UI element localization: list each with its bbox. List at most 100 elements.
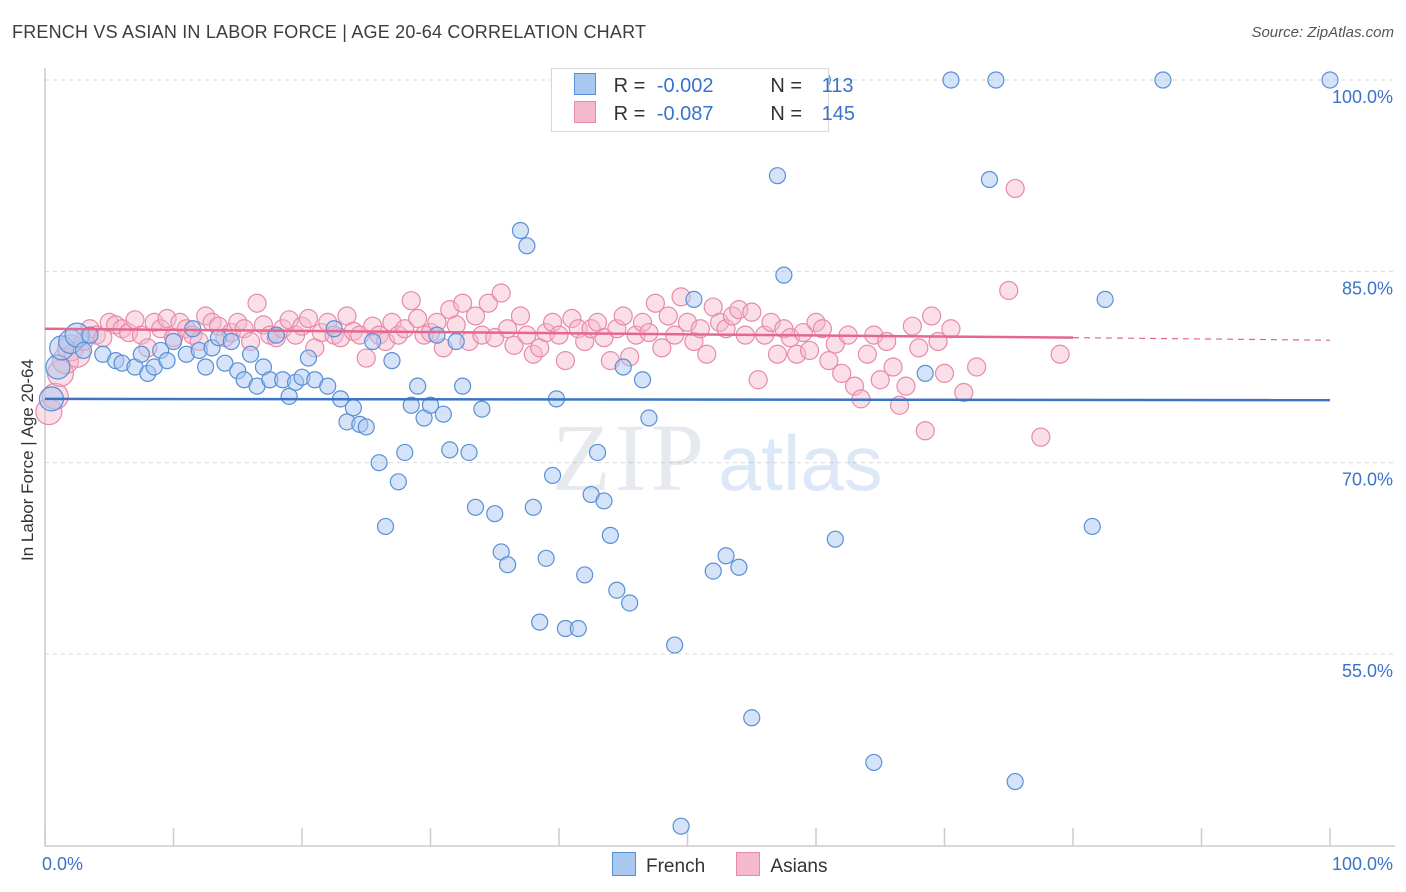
chart-title: FRENCH VS ASIAN IN LABOR FORCE | AGE 20-…: [12, 22, 647, 42]
asian-point: [793, 322, 813, 343]
french-point: [325, 320, 343, 338]
french-point: [518, 237, 536, 255]
asian-n-label: N =: [770, 103, 803, 125]
french-point: [460, 443, 478, 462]
asian-point: [799, 340, 820, 361]
french-n-value: 113: [821, 75, 854, 97]
series-legend: French Asians: [612, 852, 853, 878]
french-point: [409, 377, 427, 395]
asian-legend-swatch: [736, 852, 761, 876]
asian-point: [967, 357, 987, 377]
french-point: [1083, 517, 1101, 536]
watermark-zip: ZIP: [552, 404, 708, 511]
asian-point: [465, 306, 486, 326]
asian-point: [999, 280, 1019, 301]
asian-point: [941, 319, 961, 339]
asian-point: [902, 316, 922, 336]
asian-point: [697, 344, 717, 364]
french-point: [640, 409, 658, 427]
french-r-value: -0.002: [656, 75, 714, 97]
french-point: [608, 581, 626, 599]
french-point: [621, 594, 639, 612]
asian-point: [954, 382, 974, 403]
asian-point: [742, 302, 762, 322]
asian-point: [478, 293, 498, 313]
asian-point: [870, 370, 890, 390]
french-point: [447, 332, 465, 351]
legend-row-french: R = -0.002 N = 113: [574, 73, 854, 99]
french-point: [396, 443, 414, 462]
trend-lines: [44, 327, 1331, 402]
asian-point: [555, 351, 576, 371]
asian-point: [453, 293, 473, 313]
asian-point: [1005, 178, 1025, 199]
legend-row-asians: R = -0.087 N = 145: [574, 101, 855, 127]
asian-point: [1050, 344, 1070, 364]
french-point: [364, 332, 382, 351]
y-tick-label-70: 70.0%: [1342, 470, 1393, 490]
french-point: [81, 326, 99, 344]
french-point: [158, 352, 176, 370]
french-point: [132, 345, 150, 363]
french-point: [704, 562, 722, 580]
asian-point: [748, 370, 768, 390]
french-point: [717, 547, 735, 565]
french-point: [588, 443, 607, 462]
french-point: [197, 358, 215, 376]
french-point: [633, 371, 652, 389]
french-point: [865, 753, 883, 772]
french-point: [344, 399, 362, 417]
asian-point: [157, 308, 177, 329]
asian-point: [613, 306, 633, 326]
french-point: [672, 817, 690, 835]
asian-point: [896, 376, 916, 396]
french-point: [222, 332, 240, 351]
asian-point: [832, 363, 852, 383]
french-point: [537, 549, 555, 567]
french-legend-label: French: [646, 856, 706, 877]
asian-point: [401, 291, 421, 311]
source-note: Source: ZipAtlas.com: [1251, 24, 1394, 41]
french-point: [685, 290, 703, 308]
asian-point: [658, 306, 678, 326]
asian-point: [632, 312, 653, 332]
asian-point: [504, 335, 524, 355]
french-point: [421, 396, 440, 414]
asian-point: [915, 421, 935, 441]
french-point: [524, 498, 542, 516]
french-point: [434, 405, 452, 423]
asian-point: [517, 325, 537, 345]
asian-point: [922, 306, 942, 326]
french-point: [473, 400, 491, 418]
french-point: [942, 71, 960, 89]
french-point: [730, 558, 748, 576]
french-point: [499, 556, 517, 574]
french-point: [569, 619, 587, 638]
french-point: [768, 167, 787, 185]
asian-point: [298, 308, 319, 329]
french-point: [319, 377, 337, 395]
french-point: [743, 709, 761, 727]
french-point: [402, 396, 420, 414]
legend-item-french[interactable]: French: [612, 852, 705, 878]
legend-item-asians[interactable]: Asians: [736, 852, 827, 878]
french-point: [576, 566, 594, 584]
french-point: [454, 377, 472, 395]
asian-point: [909, 338, 929, 358]
asian-r-value: -0.087: [656, 103, 714, 125]
y-axis-label-text: In Labor Force | Age 20-64: [18, 359, 37, 561]
asian-point: [857, 344, 878, 364]
french-point: [242, 345, 260, 363]
asian-point: [934, 363, 955, 383]
french-point: [370, 454, 388, 472]
french-point: [614, 358, 632, 376]
french-point: [1154, 71, 1172, 89]
asian-point: [510, 306, 531, 326]
french-legend-swatch: [612, 852, 636, 876]
french-point: [428, 326, 446, 344]
french-point: [916, 364, 934, 382]
asian-point: [639, 322, 659, 343]
asian-trend-line: [44, 327, 1074, 339]
french-point: [511, 221, 530, 240]
